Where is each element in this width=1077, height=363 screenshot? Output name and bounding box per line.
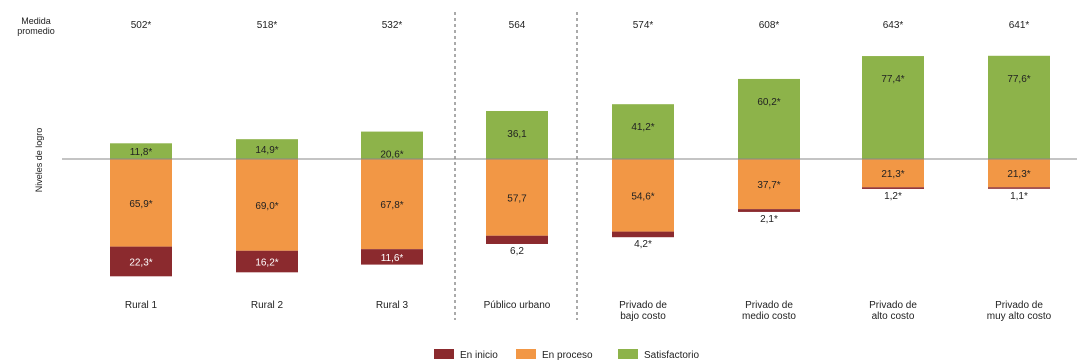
category-label: Rural 3 [376,300,409,311]
average-value: 641* [1009,20,1030,31]
legend-swatch [434,349,454,359]
category-label: Rural 2 [251,300,284,311]
category-label: Privado de bajo costo [619,300,667,322]
category-label: Privado de muy alto costo [987,300,1052,322]
legend-label: Satisfactorio [644,350,699,361]
value-label-en-proceso: 21,3* [1007,169,1030,180]
y-axis-label: Niveles de logro [34,128,44,193]
bar-en-inicio [236,250,298,273]
value-label-en-proceso: 57,7 [507,193,527,204]
average-header-label: Medida promedio [17,16,55,36]
category-label: Rural 1 [125,300,158,311]
value-label-satisfactorio: 41,2* [631,122,654,133]
bar-en-proceso [486,159,548,236]
bar-satisfactorio [361,131,423,159]
bar-en-proceso [361,159,423,250]
value-label-en-inicio: 11,6* [381,253,404,264]
value-label-en-proceso: 21,3* [881,169,904,180]
category-labels: 502* Rural 1 518* Rural 2 532* Rural 3 564 Públ… [125,20,1052,322]
value-label-satisfactorio: 60,2* [757,97,780,108]
category-label: Privado de alto costo [869,300,917,322]
bar-satisfactorio [738,78,800,159]
value-label-en-inicio: 1,1* [1010,191,1028,202]
bar-satisfactorio [988,55,1050,159]
category-label: Privado de medio costo [742,300,796,322]
value-label-en-proceso: 65,9* [129,199,152,210]
value-label-satisfactorio: 36,1 [507,129,527,140]
bar-satisfactorio [486,110,548,159]
value-label-en-inicio: 16,2* [255,258,278,269]
bar-en-inicio [486,235,548,244]
average-header: Medida promedio [17,16,55,36]
bar-satisfactorio [110,143,172,159]
bar-en-proceso [988,159,1050,188]
average-value: 518* [257,20,278,31]
bar-en-proceso [236,159,298,251]
bar-en-inicio [361,249,423,265]
value-label-satisfactorio: 20,6* [380,150,403,161]
average-value: 608* [759,20,780,31]
legend-swatch [516,349,536,359]
value-label-en-proceso: 69,0* [255,201,278,212]
legend: En inicio En proceso Satisfactorio [434,349,699,361]
value-label-en-inicio: 22,3* [129,257,152,268]
average-value: 532* [382,20,403,31]
value-label-satisfactorio: 11,8* [130,147,153,158]
value-label-en-inicio: 4,2* [634,239,652,250]
bar-en-inicio [862,187,924,189]
category-label: Público urbano [484,300,551,311]
bar-en-inicio [110,246,172,277]
average-value: 643* [883,20,904,31]
bar-satisfactorio [236,139,298,159]
value-label-satisfactorio: 77,4* [881,74,904,85]
bar-en-inicio [612,231,674,238]
average-value: 574* [633,20,654,31]
value-label-satisfactorio: 77,6* [1007,74,1030,85]
bar-en-proceso [738,159,800,210]
bar-satisfactorio [612,104,674,159]
legend-swatch [618,349,638,359]
average-value: 564 [509,20,526,31]
legend-label: En proceso [542,350,593,361]
value-label-en-proceso: 54,6* [631,191,654,202]
bar-en-proceso [862,159,924,188]
value-label-en-proceso: 37,7* [757,180,780,191]
bar-en-proceso [612,159,674,232]
value-label-en-proceso: 67,8* [380,200,403,211]
value-label-satisfactorio: 14,9* [255,145,278,156]
legend-label: En inicio [460,350,498,361]
value-label-en-inicio: 6,2 [510,246,524,257]
bar-en-inicio [738,209,800,212]
value-label-en-inicio: 1,2* [884,191,902,202]
bar-en-proceso [110,159,172,247]
bar-en-inicio [988,187,1050,189]
average-value: 502* [131,20,152,31]
bar-satisfactorio [862,56,924,159]
value-label-en-inicio: 2,1* [760,214,778,225]
bar-layer: 11,8* 65,9* 22,3* 14,9* 69,0* 16,2* 20,6* 67,8*… [110,55,1050,277]
